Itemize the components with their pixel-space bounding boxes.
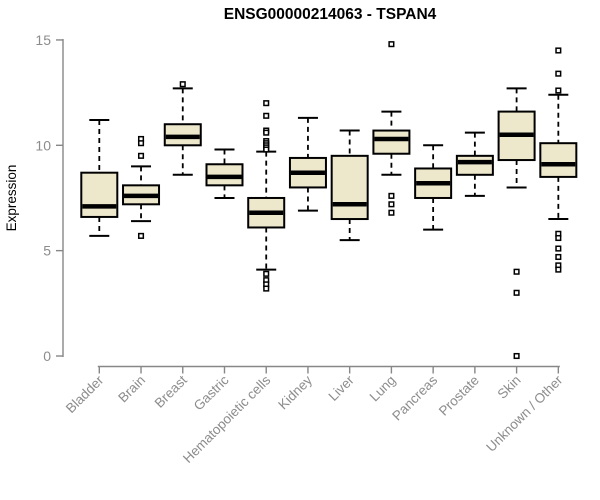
box-series xyxy=(80,41,578,360)
outlier-point xyxy=(388,201,395,208)
box-group xyxy=(455,131,494,197)
box-group xyxy=(414,144,453,231)
y-tick-label: 0 xyxy=(43,348,51,364)
iqr-box xyxy=(539,142,578,178)
iqr-box xyxy=(330,154,369,221)
iqr-box xyxy=(372,129,411,155)
outlier-point xyxy=(555,266,562,273)
box-group xyxy=(372,41,411,216)
outlier-point xyxy=(513,268,520,275)
outlier-point xyxy=(137,140,145,147)
outlier-point xyxy=(555,87,562,94)
box-group xyxy=(247,100,286,292)
box-group xyxy=(163,81,202,176)
outlier-point xyxy=(555,245,562,252)
chart-title: ENSG00000214063 - TSPAN4 xyxy=(224,6,437,23)
iqr-box xyxy=(80,171,119,218)
outlier-point xyxy=(263,129,270,136)
outlier-point xyxy=(137,152,145,159)
outlier-point xyxy=(513,289,520,296)
outlier-point xyxy=(263,285,270,292)
x-tick-label: Liver xyxy=(326,372,358,404)
iqr-box xyxy=(455,154,494,176)
y-axis-title: Expression xyxy=(4,165,19,232)
x-tick-label: Brain xyxy=(115,373,148,406)
box-group xyxy=(539,47,578,273)
box-group xyxy=(80,119,119,237)
outlier-point xyxy=(263,100,270,107)
x-tick-label: Unknown / Other xyxy=(483,372,566,455)
box-group xyxy=(288,116,327,212)
x-tick-label: Gastric xyxy=(191,372,232,413)
outlier-point xyxy=(388,209,395,216)
outlier-point xyxy=(263,112,270,119)
box-group xyxy=(122,135,161,239)
x-tick-label: Kidney xyxy=(275,372,315,412)
outlier-point xyxy=(388,41,395,48)
box-group xyxy=(205,148,244,199)
box-group xyxy=(330,129,369,242)
outlier-point xyxy=(513,352,520,360)
outlier-point xyxy=(555,234,562,242)
outlier-point xyxy=(555,70,562,77)
outlier-point xyxy=(555,253,562,261)
outlier-point xyxy=(179,81,186,88)
outlier-point xyxy=(388,192,395,199)
x-tick-label: Bladder xyxy=(63,372,107,416)
box-group xyxy=(497,87,536,360)
y-tick-label: 15 xyxy=(35,32,51,48)
x-tick-label: Breast xyxy=(152,372,190,410)
outlier-point xyxy=(263,146,270,153)
y-tick-label: 10 xyxy=(35,137,51,153)
x-tick-label: Pancreas xyxy=(389,372,440,423)
outlier-point xyxy=(555,47,562,54)
x-tick-label: Prostate xyxy=(436,373,482,419)
outlier-point xyxy=(137,232,145,239)
x-tick-label: Skin xyxy=(495,373,524,402)
y-tick-label: 5 xyxy=(43,243,51,259)
x-tick-label: Lung xyxy=(367,373,399,405)
outlier-point xyxy=(263,270,270,277)
